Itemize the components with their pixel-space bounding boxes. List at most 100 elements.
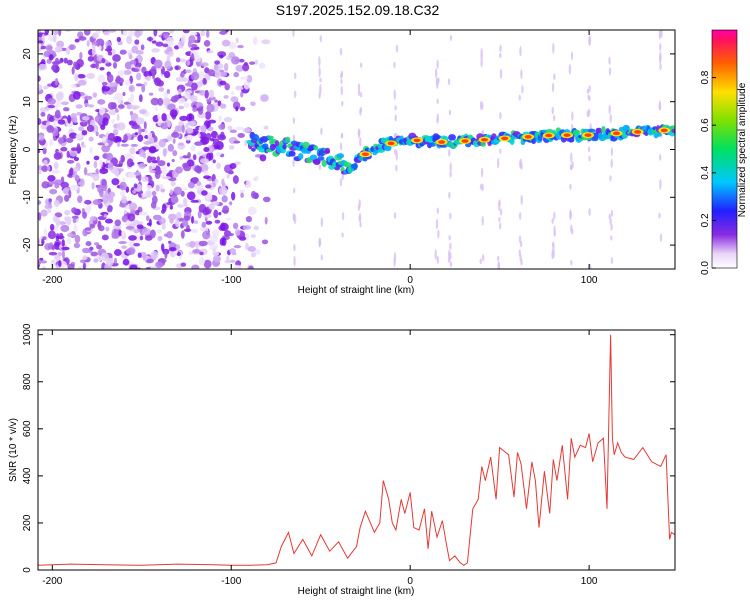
snr-frame (37, 329, 676, 571)
noise-blob (54, 254, 61, 262)
noise-blob (252, 36, 258, 46)
noise-blob (203, 170, 208, 176)
signal-hotspot-inner (545, 133, 553, 138)
noise-blob (38, 260, 42, 266)
noise-blob (253, 225, 259, 231)
noise-blob (207, 119, 217, 124)
noise-blob (70, 147, 78, 151)
noise-blob (177, 88, 182, 95)
noise-streak (359, 137, 362, 147)
noise-blob (39, 257, 44, 261)
noise-blob (107, 162, 114, 171)
noise-blob (51, 245, 55, 251)
noise-streak (499, 148, 502, 154)
noise-blob (171, 131, 180, 138)
noise-blob (203, 40, 211, 47)
noise-blob (138, 163, 146, 169)
noise-streak (395, 164, 398, 172)
noise-blob (97, 74, 106, 83)
noise-blob (81, 116, 90, 121)
top-y-tick-label: 10 (22, 96, 33, 108)
noise-blob (232, 101, 241, 110)
noise-blob (104, 142, 109, 147)
noise-blob (205, 184, 212, 189)
noise-blob (138, 94, 143, 103)
noise-blob (232, 175, 239, 184)
noise-streak (292, 30, 295, 38)
noise-blob (129, 146, 136, 155)
noise-blob (117, 168, 124, 172)
noise-blob (40, 111, 46, 117)
bottom-x-ticks: -200 -100 0 100 (42, 330, 598, 587)
noise-streak (320, 217, 324, 228)
noise-blob (204, 110, 212, 120)
noise-blob (262, 196, 271, 203)
noise-streak (499, 52, 502, 59)
signal-band-blob (353, 162, 358, 171)
signal-hotspot-inner (584, 133, 592, 137)
noise-streak (395, 149, 398, 161)
noise-blob (230, 91, 235, 96)
noise-blob (67, 263, 75, 269)
noise-blob (75, 104, 83, 109)
noise-blob (100, 124, 106, 130)
noise-blob (181, 124, 185, 134)
noise-blob (170, 181, 176, 187)
noise-blob (138, 211, 148, 216)
noise-blob (66, 137, 74, 143)
noise-blob (38, 149, 41, 154)
colorbar-ticks: 0.0 0.2 0.4 0.6 0.8 (700, 70, 716, 275)
noise-blob (192, 249, 201, 254)
noise-blob (130, 104, 135, 110)
noise-blob (106, 45, 112, 53)
noise-blob (148, 92, 154, 96)
noise-streak (659, 178, 662, 190)
noise-blob (38, 83, 43, 91)
noise-blob (235, 64, 244, 72)
colorbar-label: Normalized spectral amplitude (737, 82, 748, 217)
noise-blob (101, 58, 106, 64)
noise-blob (135, 72, 142, 81)
noise-blob (90, 251, 99, 257)
noise-blob (163, 70, 171, 79)
noise-blob (242, 225, 252, 230)
signal-hotspot-inner (563, 133, 571, 137)
noise-blob (69, 44, 74, 51)
noise-blob (91, 182, 95, 190)
noise-blob (179, 72, 185, 78)
noise-blob (101, 85, 111, 92)
noise-blob (148, 165, 153, 171)
noise-blob (134, 30, 141, 38)
noise-blob (168, 213, 177, 221)
noise-streak (552, 114, 556, 122)
noise-blob (107, 101, 116, 110)
noise-streak (294, 90, 297, 98)
noise-blob (229, 201, 233, 206)
noise-streak (496, 255, 500, 262)
noise-streak (436, 255, 439, 264)
noise-blob (158, 138, 166, 148)
noise-blob (203, 175, 211, 180)
noise-blob (112, 54, 121, 62)
noise-blob (205, 30, 210, 38)
noise-blob (86, 160, 90, 165)
signal-band-blob (601, 125, 606, 134)
noise-blob (98, 45, 102, 51)
noise-blob (202, 207, 210, 216)
noise-blob (122, 91, 126, 97)
noise-blob (247, 246, 256, 252)
noise-blob (43, 159, 48, 166)
noise-blob (66, 237, 72, 245)
noise-blob (130, 143, 138, 147)
noise-blob (190, 215, 195, 224)
noise-blob (171, 158, 175, 163)
noise-blob (57, 119, 66, 125)
noise-blob (113, 249, 122, 256)
noise-blob (261, 39, 271, 45)
top-y-ticks: -20 -10 0 10 20 (22, 48, 675, 252)
noise-streak (448, 249, 451, 260)
noise-blob (38, 63, 48, 71)
noise-blob (41, 181, 50, 189)
noise-blob (47, 230, 57, 240)
noise-blob (101, 194, 109, 204)
